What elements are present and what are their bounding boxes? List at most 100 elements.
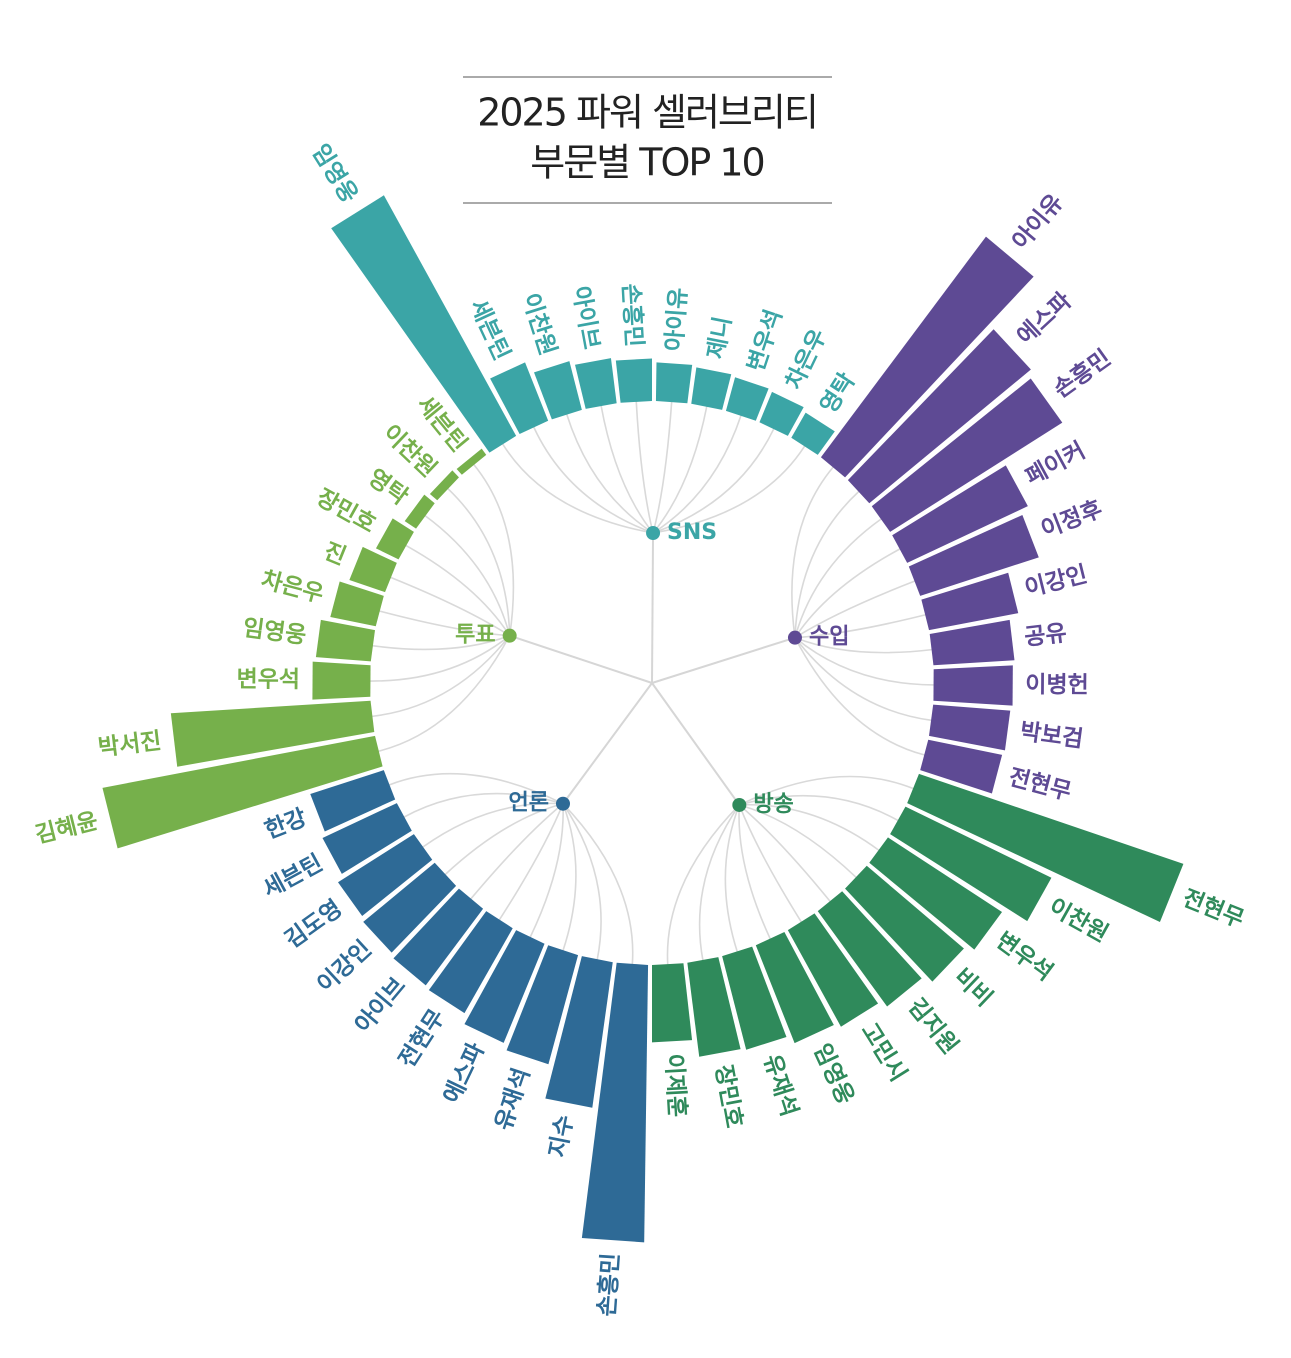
bar bbox=[315, 619, 375, 662]
hub-link bbox=[379, 610, 510, 637]
bar-label: 손흥민 bbox=[1049, 345, 1116, 403]
hub-link bbox=[565, 413, 654, 534]
hub-link bbox=[470, 803, 564, 900]
bar-label: 김도영 bbox=[280, 896, 347, 954]
hub-link bbox=[635, 401, 654, 534]
hub-link bbox=[388, 772, 564, 805]
bar bbox=[506, 945, 579, 1065]
hub-link bbox=[371, 635, 511, 718]
bar-label: 손흥민 bbox=[617, 283, 647, 348]
hub-link bbox=[794, 518, 882, 638]
hub-dot bbox=[502, 628, 517, 643]
hub-link bbox=[739, 794, 899, 822]
bar bbox=[655, 362, 693, 404]
bar bbox=[890, 806, 1052, 922]
hub-link bbox=[529, 803, 564, 938]
bar-label: 전현무 bbox=[1179, 885, 1248, 933]
bar bbox=[534, 361, 582, 420]
hub-link bbox=[794, 614, 926, 639]
hub-link bbox=[738, 804, 803, 923]
bar bbox=[920, 739, 1003, 794]
bar-label: 제니 bbox=[703, 314, 737, 361]
hub-link bbox=[794, 637, 934, 686]
bar bbox=[759, 391, 804, 436]
hub-link bbox=[562, 803, 602, 960]
hub-link bbox=[738, 804, 772, 940]
hub-link bbox=[698, 804, 740, 961]
bar-label: 임영웅 bbox=[808, 1040, 858, 1109]
hub-spoke bbox=[562, 682, 653, 805]
hub-link bbox=[791, 466, 834, 638]
bar bbox=[755, 931, 834, 1044]
bar-label: 이제훈 bbox=[660, 1053, 690, 1118]
hub-link bbox=[390, 576, 511, 637]
bar bbox=[581, 962, 649, 1243]
hub-link bbox=[498, 803, 564, 921]
hub-link bbox=[794, 580, 916, 639]
bar bbox=[892, 465, 1028, 563]
hub-link bbox=[739, 803, 880, 851]
hub-link bbox=[447, 487, 511, 636]
bar-label: 임영웅 bbox=[306, 140, 362, 208]
hub-link bbox=[600, 405, 654, 534]
bar bbox=[929, 704, 1011, 751]
bar-label: 유재석 bbox=[491, 1065, 536, 1133]
bar bbox=[363, 862, 457, 953]
hub-link bbox=[501, 443, 654, 534]
bar bbox=[847, 329, 1031, 504]
bar-label: 차은우 bbox=[781, 325, 832, 393]
bar-label: 진 bbox=[320, 538, 349, 570]
bar-label: 변우석 bbox=[743, 307, 788, 375]
bar-label: 장민호 bbox=[710, 1063, 747, 1130]
bar bbox=[908, 514, 1039, 596]
bar bbox=[820, 236, 1034, 478]
bar-label: 이강인 bbox=[1022, 561, 1090, 602]
bar-label: 페이커 bbox=[1022, 438, 1090, 491]
bar bbox=[933, 665, 1013, 706]
bar-label: 공유 bbox=[1023, 620, 1068, 651]
bar bbox=[869, 837, 1003, 950]
bar-label: 세븐틴 bbox=[259, 850, 327, 903]
bar bbox=[456, 448, 487, 475]
bar-label: 이정후 bbox=[1037, 496, 1106, 543]
bar-label: 전현무 bbox=[1006, 764, 1074, 805]
bar bbox=[170, 700, 375, 767]
hub-link bbox=[532, 426, 654, 534]
bar-label: 변우석 bbox=[236, 667, 300, 693]
bar bbox=[102, 735, 383, 849]
hub-link bbox=[403, 792, 564, 818]
hub-link bbox=[422, 802, 564, 848]
bar-label: 한강 bbox=[261, 805, 310, 845]
bar-label: 박서진 bbox=[97, 728, 163, 761]
hub-link bbox=[794, 637, 932, 722]
bar-label: 아이브 bbox=[350, 973, 411, 1038]
hub-link bbox=[372, 634, 510, 651]
hub-link bbox=[562, 803, 634, 965]
hub-spoke bbox=[651, 682, 741, 806]
hub-spoke bbox=[651, 532, 655, 684]
bar-label: 이찬원 bbox=[517, 290, 561, 358]
bar bbox=[921, 572, 1019, 631]
bar bbox=[691, 367, 732, 410]
hub-link bbox=[424, 515, 511, 636]
hub-link bbox=[794, 637, 925, 756]
hub-dot bbox=[732, 797, 747, 812]
bar-label: 아이유 bbox=[662, 287, 692, 352]
bar bbox=[725, 377, 769, 421]
group-label: SNS bbox=[667, 520, 717, 545]
bar bbox=[464, 930, 545, 1043]
bar bbox=[845, 865, 964, 982]
bar bbox=[687, 957, 741, 1057]
bar-label: 전현무 bbox=[394, 1005, 450, 1072]
bar-label: 영탁 bbox=[816, 369, 861, 419]
hub-link bbox=[794, 548, 901, 639]
hub-link bbox=[724, 804, 741, 953]
bar-label: 임영웅 bbox=[241, 615, 307, 649]
hub-link bbox=[378, 635, 511, 752]
group-label: 방송 bbox=[753, 792, 793, 817]
bar-label: 이병헌 bbox=[1025, 672, 1089, 698]
hub-link bbox=[652, 401, 673, 534]
bar-label: 유재석 bbox=[758, 1051, 802, 1119]
